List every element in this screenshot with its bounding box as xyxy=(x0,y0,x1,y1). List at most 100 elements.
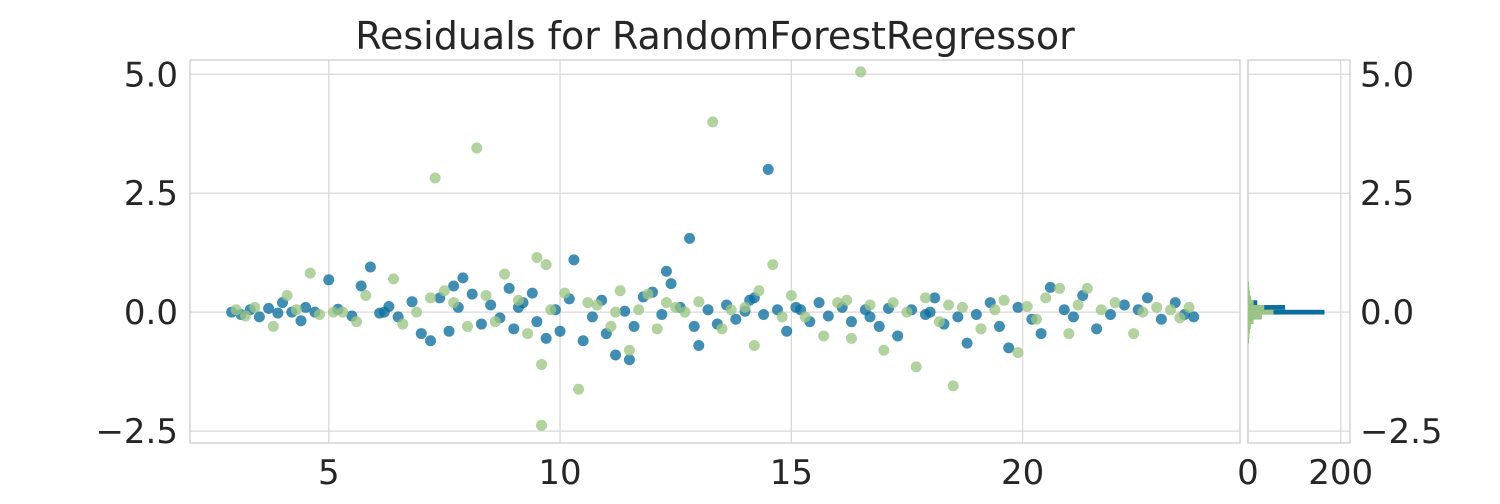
train-point xyxy=(994,321,1005,332)
train-point xyxy=(864,311,875,322)
histogram-grid xyxy=(1248,60,1350,443)
residual-points xyxy=(226,66,1199,431)
test-point xyxy=(670,302,681,313)
train-point xyxy=(610,349,621,360)
test-point xyxy=(1151,302,1162,313)
train-point xyxy=(356,280,367,291)
train-point xyxy=(1142,292,1153,303)
train-point xyxy=(971,309,982,320)
histogram-test-bar xyxy=(1248,291,1250,296)
test-point xyxy=(777,311,788,322)
train-point xyxy=(763,164,774,175)
y-tick-label: −2.5 xyxy=(95,412,178,452)
test-point xyxy=(1040,292,1051,303)
train-point xyxy=(568,254,579,265)
train-point xyxy=(407,296,418,307)
test-point xyxy=(388,273,399,284)
train-point xyxy=(1091,323,1102,334)
train-point xyxy=(527,288,538,299)
test-point xyxy=(1165,304,1176,315)
test-point xyxy=(1174,312,1185,323)
test-point xyxy=(448,297,459,308)
histogram-test-bar xyxy=(1248,315,1262,320)
test-point xyxy=(975,323,986,334)
test-point xyxy=(305,268,316,279)
train-point xyxy=(444,326,455,337)
test-point xyxy=(818,330,829,341)
test-point xyxy=(522,328,533,339)
histogram-border xyxy=(1248,60,1350,443)
train-point xyxy=(457,272,468,283)
test-point xyxy=(948,380,959,391)
test-point xyxy=(582,297,593,308)
train-point xyxy=(629,321,640,332)
train-point xyxy=(693,340,704,351)
test-point xyxy=(878,345,889,356)
test-point xyxy=(462,321,473,332)
train-point xyxy=(587,311,598,322)
train-point xyxy=(661,266,672,277)
train-point xyxy=(476,319,487,330)
train-point xyxy=(874,321,885,332)
train-point xyxy=(892,330,903,341)
test-point xyxy=(592,300,603,311)
test-point xyxy=(425,292,436,303)
train-point xyxy=(531,316,542,327)
train-point xyxy=(952,311,963,322)
test-point xyxy=(943,300,954,311)
test-point xyxy=(911,361,922,372)
y-tick-label: 0.0 xyxy=(124,293,178,333)
x-tick-label: 5 xyxy=(318,453,340,493)
test-point xyxy=(282,290,293,301)
test-point xyxy=(767,259,778,270)
train-point xyxy=(1036,328,1047,339)
train-point xyxy=(1188,311,1199,322)
histogram-test-bar xyxy=(1248,281,1249,286)
test-point xyxy=(855,66,866,77)
train-point xyxy=(254,311,265,322)
test-point xyxy=(471,143,482,154)
histogram-test-bar xyxy=(1248,329,1250,334)
test-point xyxy=(559,288,570,299)
train-point xyxy=(416,328,427,339)
test-point xyxy=(605,321,616,332)
test-point xyxy=(536,359,547,370)
histogram-test-bar xyxy=(1248,334,1249,339)
test-point xyxy=(1031,314,1042,325)
train-point xyxy=(846,316,857,327)
test-point xyxy=(726,304,737,315)
test-point xyxy=(716,323,727,334)
test-point xyxy=(1063,328,1074,339)
train-point xyxy=(272,308,283,319)
test-point xyxy=(291,304,302,315)
test-point xyxy=(531,252,542,263)
test-point xyxy=(481,290,492,301)
train-point xyxy=(1156,314,1167,325)
test-point xyxy=(1082,283,1093,294)
test-point xyxy=(430,172,441,183)
test-point xyxy=(652,323,663,334)
train-point xyxy=(555,326,566,337)
test-point xyxy=(490,316,501,327)
x-tick-label: 10 xyxy=(538,453,581,493)
test-point xyxy=(901,307,912,318)
test-point xyxy=(989,304,1000,315)
test-point xyxy=(999,295,1010,306)
train-point xyxy=(1119,300,1130,311)
test-point xyxy=(864,300,875,311)
train-point xyxy=(296,315,307,326)
histogram-y-tick-label: −2.5 xyxy=(1360,412,1443,452)
train-point xyxy=(684,233,695,244)
test-point xyxy=(920,292,931,303)
chart-title: Residuals for RandomForestRegressor xyxy=(190,14,1240,58)
test-point xyxy=(1128,328,1139,339)
test-point xyxy=(1022,301,1033,312)
test-point xyxy=(231,304,242,315)
test-point xyxy=(314,309,325,320)
train-point xyxy=(1068,311,1079,322)
train-point xyxy=(689,321,700,332)
test-point xyxy=(740,302,751,313)
train-point xyxy=(823,310,834,321)
test-point xyxy=(800,311,811,322)
